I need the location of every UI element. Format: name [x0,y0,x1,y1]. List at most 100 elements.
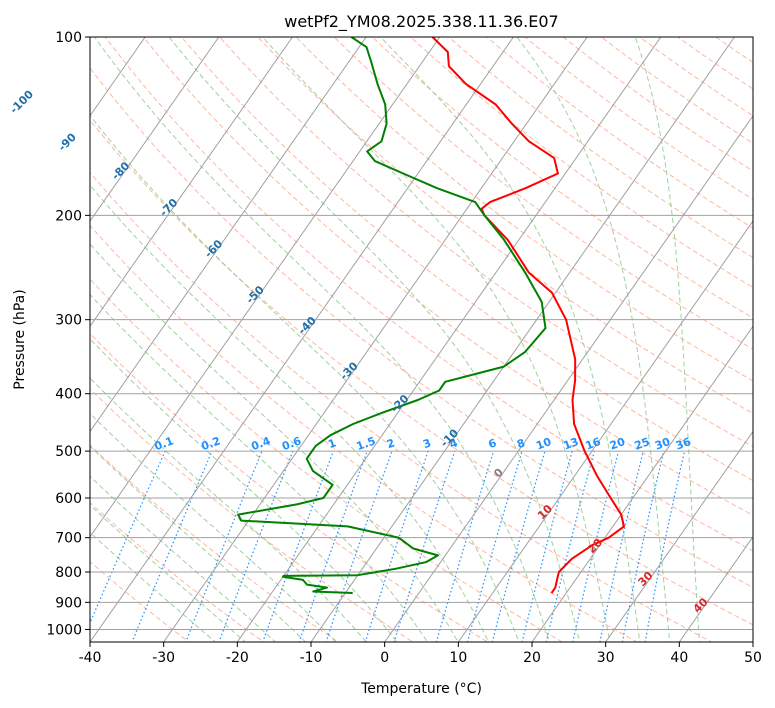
mixing-ratio-label: 1 [326,436,338,451]
mixing-ratio-line [466,450,523,642]
x-tick-label: 50 [744,650,762,666]
mixing-ratio-label: 10 [534,435,553,453]
x-tick-label: 20 [523,650,541,666]
mixing-ratio-line [131,450,213,642]
mixing-ratio-label: 0.1 [153,434,176,453]
mixing-ratio-label: 36 [674,435,693,453]
mixing-ratio-label: 6 [487,436,499,451]
dry-adiabat [371,37,753,319]
y-tick-label: 600 [55,491,82,507]
isotherm-label: -60 [202,237,225,260]
mixing-ratio-label: 4 [448,436,460,451]
mixing-ratio-label: 0.2 [199,434,222,453]
x-tick-label: 10 [449,650,467,666]
dry-adiabat [714,37,753,64]
isotherm [605,430,753,642]
mixing-ratio-line [545,450,595,642]
y-tick-label: 500 [55,444,82,460]
dry-adiabat [333,37,753,350]
isotherm [90,37,441,538]
isotherm [752,641,753,642]
isotherm-label: 40 [691,595,711,615]
x-tick-label: -20 [226,650,249,666]
mixing-ratio-label: 1.5 [355,434,378,453]
mixing-ratio-line [393,450,456,642]
isotherm [90,37,367,433]
moist-adiabat [380,37,641,642]
isotherm [531,325,753,642]
moist-adiabat [90,338,398,642]
isotherm-label: -40 [296,314,319,337]
y-tick-label: 900 [55,595,82,611]
x-tick-label: -40 [79,650,102,666]
dry-adiabat [90,502,265,642]
dry-adiabat [90,224,639,642]
mixing-ratio-line [621,450,665,642]
y-tick-label: 200 [55,208,82,224]
mixing-ratio-label: 3 [421,436,433,451]
mixing-ratio-line [599,450,644,642]
mixing-ratio-label: 30 [653,435,672,453]
isotherm [236,37,662,642]
moist-adiabat [90,412,337,642]
profile-lines [237,37,625,594]
isotherm-label: -90 [56,130,79,153]
dry-adiabat [90,119,753,626]
y-axis-label: Pressure (hPa) [12,289,28,389]
isotherm-label: 10 [535,502,555,522]
moist-adiabat [90,184,490,642]
isotherm-label: -20 [388,392,411,415]
line-labels: 0.1 0.2 0.4 0.6 1 1.5 2 3 4 6 8 10 13 16 20 25 30 36-100-… [7,87,710,615]
dry-adiabat [90,444,340,642]
isotherm [457,220,753,642]
dry-adiabat [409,37,753,289]
x-tick-label: 40 [670,650,688,666]
y-tick-label: 300 [55,313,82,329]
mixing-ratio-label: 20 [608,435,627,453]
mixing-ratio-label: 16 [584,435,603,453]
dry-adiabat [180,37,753,482]
dry-adiabat [486,37,753,229]
mixing-ratio-label: 8 [515,436,527,451]
isotherm [90,37,220,222]
temperature-profile [431,37,625,594]
isotherm [90,37,514,642]
dry-adiabat [676,37,753,90]
dry-adiabat [90,278,564,642]
y-tick-label: 400 [55,387,82,403]
x-tick-label: -30 [152,650,175,666]
dry-adiabat [90,171,713,642]
y-tick-label: 1000 [46,622,82,638]
mixing-ratio-label: 13 [562,435,581,452]
isotherm [678,535,753,642]
grid [0,37,753,642]
x-tick-label: 30 [597,650,615,666]
moist-adiabat [90,114,520,642]
mixing-ratio-label: 2 [385,436,397,451]
isotherm-label: 20 [585,536,605,556]
mixing-ratio-line [521,450,573,642]
isotherm [310,37,735,642]
dry-adiabat [90,67,753,588]
mixing-ratio-line [262,450,334,642]
moist-adiabat [634,37,701,642]
chart-title: wetPf2_YM08.2025.338.11.36.E07 [284,12,558,32]
y-tick-label: 800 [55,565,82,581]
dry-adiabat [735,24,775,654]
moist-adiabat [90,377,367,642]
y-tick-label: 700 [55,531,82,547]
isotherm [384,114,753,642]
x-axis-label: Temperature (°C) [360,681,482,697]
isotherm [0,37,72,642]
dry-adiabat [142,37,753,516]
isotherm-label: 0 [491,466,506,481]
x-tick-label: -10 [300,650,323,666]
moist-adiabat [94,37,550,642]
mixing-ratio-label: 0.4 [249,434,272,453]
dry-adiabat [257,37,753,414]
dry-adiabat [600,37,753,144]
mixing-ratio-label: 0.6 [280,434,303,453]
x-tick-label: 0 [380,650,389,666]
